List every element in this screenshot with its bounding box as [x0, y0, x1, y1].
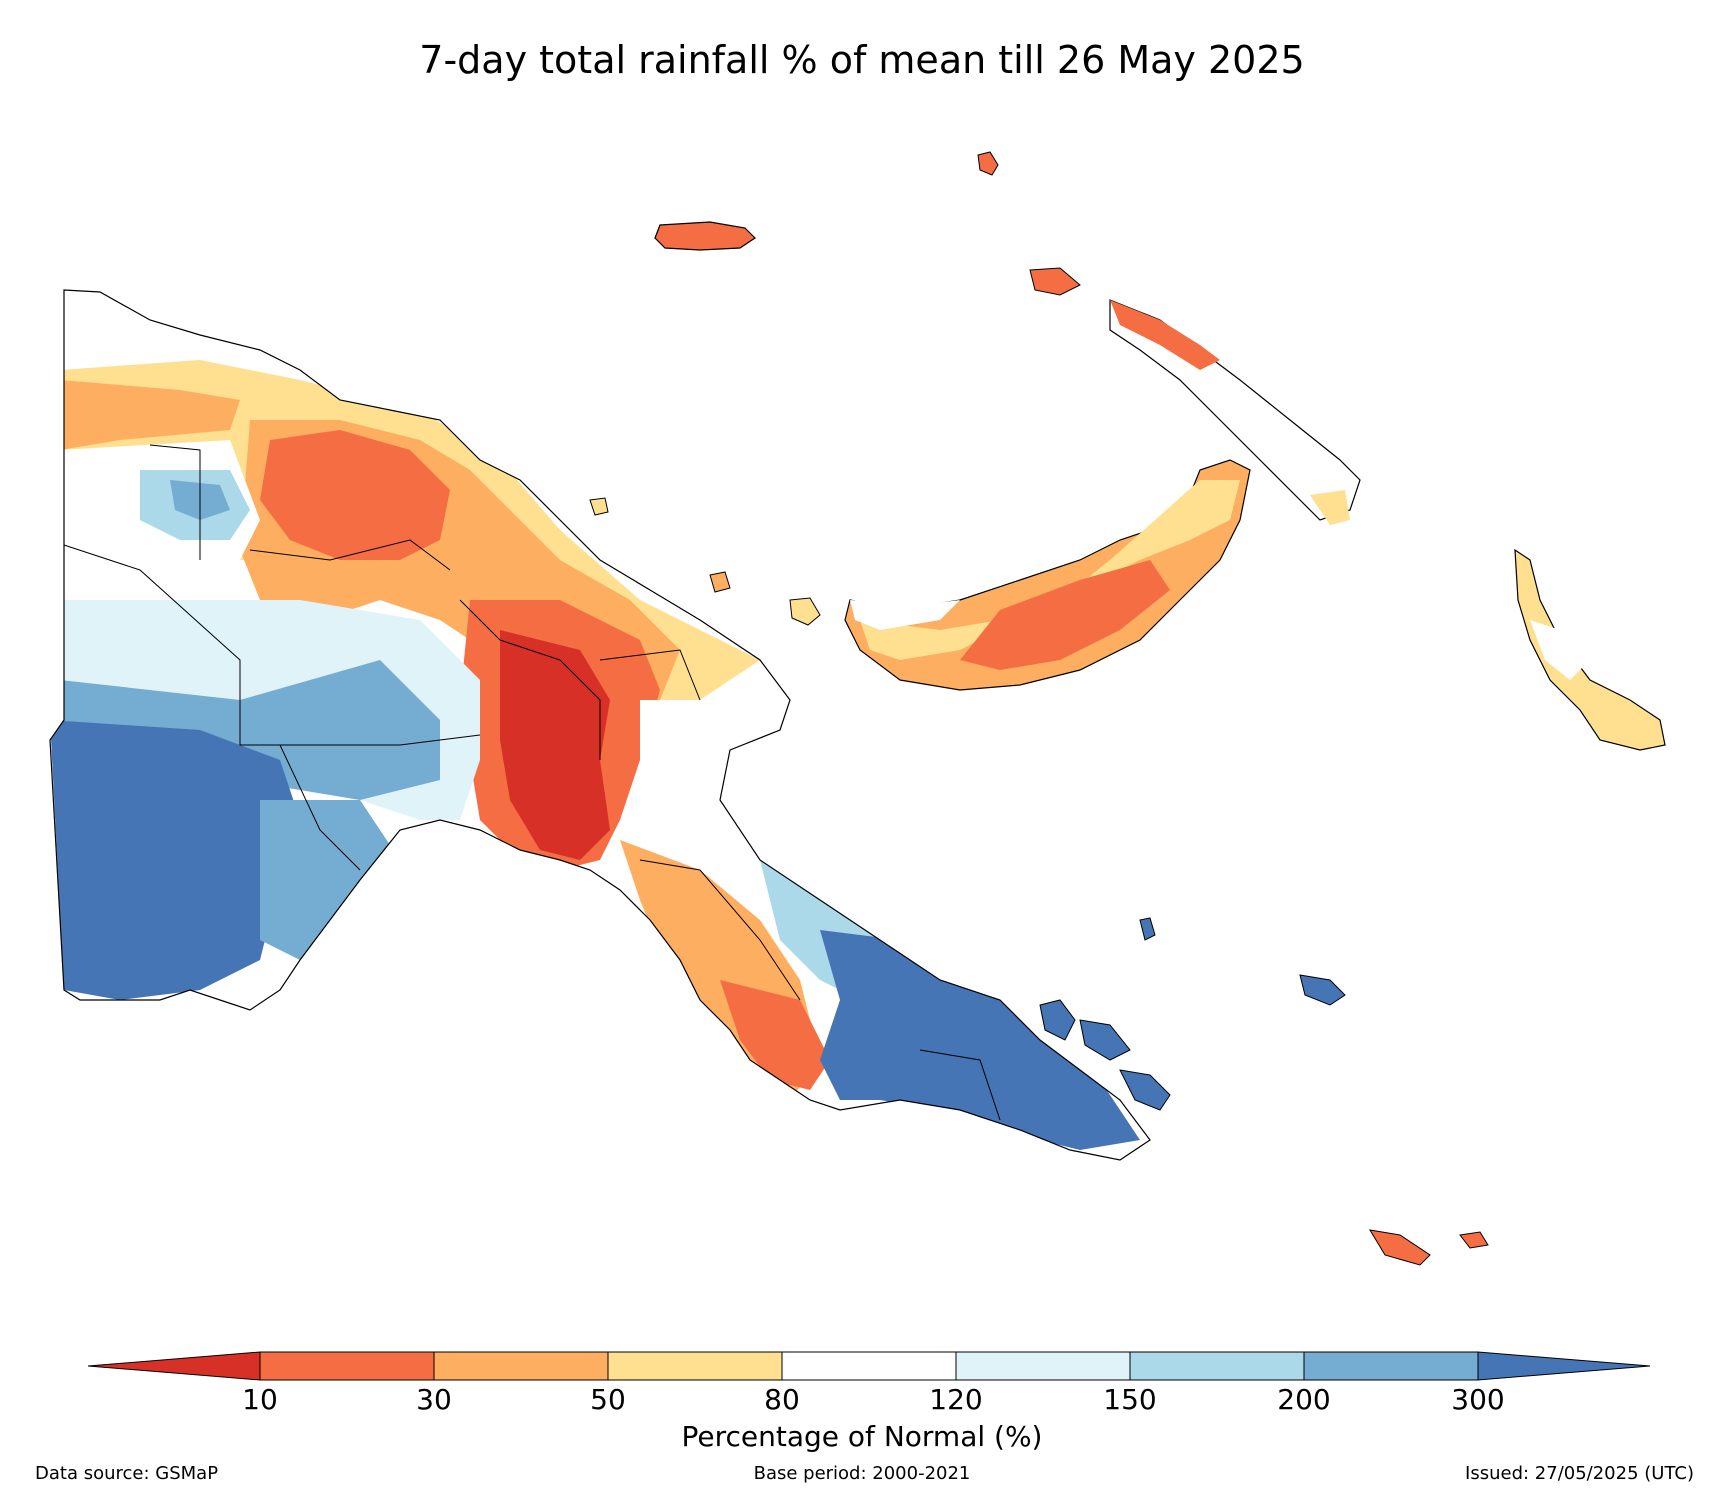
- colorbar-tick-label: 80: [764, 1383, 800, 1416]
- colorbar-bin-10-30: [259, 1351, 435, 1381]
- boundary-line: [279, 744, 361, 871]
- new-britain-white: [850, 600, 960, 630]
- island-small: [789, 597, 821, 626]
- colorbar-tick-label: 10: [242, 1383, 278, 1416]
- zone-highlands-darkred: [500, 630, 610, 860]
- boundary-line: [919, 1049, 1001, 1121]
- map-title: 7-day total rainfall % of mean till 26 M…: [419, 38, 1305, 82]
- colorbar-bin-200-300: [1303, 1351, 1479, 1381]
- new-britain-yellow: [860, 480, 1240, 660]
- zone-central-prov-red: [720, 980, 830, 1090]
- new-hanover-island: [1029, 267, 1081, 296]
- colorbar-bin-120-150: [955, 1351, 1131, 1381]
- island-blue: [1299, 974, 1346, 1006]
- boundary-line: [249, 539, 451, 571]
- boundary-line: [63, 544, 481, 746]
- colorbar-tick-label: 30: [416, 1383, 452, 1416]
- new-ireland-yellow: [1310, 490, 1350, 525]
- colorbar-label: Percentage of Normal (%): [681, 1420, 1043, 1453]
- island-small: [589, 497, 609, 516]
- data-source: Data source: GSMaP: [35, 1463, 219, 1484]
- bougainville-white: [1530, 620, 1590, 680]
- colorbar-bin-80-120: [781, 1351, 957, 1381]
- boundary-line: [599, 649, 701, 701]
- manus-island: [654, 221, 756, 251]
- rainfall-map: [49, 151, 1666, 1266]
- colorbar-tick-label: 50: [590, 1383, 626, 1416]
- colorbar-tick-label: 120: [929, 1383, 983, 1416]
- mussau-island: [977, 151, 999, 176]
- island-orange: [1459, 1231, 1489, 1249]
- colorbar-tick-label: 150: [1103, 1383, 1157, 1416]
- island-blue: [1139, 917, 1156, 941]
- zone-oro-darkblue: [820, 930, 1140, 1150]
- new-britain-red: [960, 560, 1170, 670]
- colorbar-extend-low: [87, 1351, 261, 1381]
- zone-fly-mid-blue: [260, 800, 400, 960]
- new-ireland: [1109, 299, 1361, 525]
- new-ireland-orange: [1110, 300, 1220, 370]
- colorbar-extend-high: [1477, 1351, 1651, 1381]
- zone-fly-darkblue: [50, 720, 300, 1000]
- boundary-line: [459, 599, 601, 760]
- island-orange: [1369, 1229, 1431, 1266]
- colorbar-bin-50-80: [607, 1351, 783, 1381]
- zone-southeast-white: [640, 700, 740, 880]
- new-britain: [844, 459, 1251, 691]
- issued-date: Issued: 27/05/2025 (UTC): [1465, 1463, 1694, 1484]
- base-period: Base period: 2000-2021: [753, 1463, 971, 1484]
- zone-northwest-orange: [60, 380, 240, 450]
- mainland-coastline: [49, 289, 1151, 1161]
- zone-sepik-red: [260, 430, 450, 560]
- bougainville: [1514, 548, 1666, 751]
- island-blue: [1079, 1019, 1131, 1061]
- colorbar-bin-150-200: [1129, 1351, 1305, 1381]
- colorbar-bin-30-50: [433, 1351, 609, 1381]
- island-small: [709, 571, 731, 593]
- colorbar-tick-label: 300: [1451, 1383, 1505, 1416]
- island-blue: [1039, 999, 1076, 1041]
- boundary-line: [639, 859, 801, 1001]
- colorbar-tick-label: 200: [1277, 1383, 1331, 1416]
- island-blue: [1119, 1069, 1171, 1111]
- boundary-line: [149, 444, 201, 560]
- province-boundaries: [63, 444, 1001, 1121]
- mainland: [49, 289, 1151, 1161]
